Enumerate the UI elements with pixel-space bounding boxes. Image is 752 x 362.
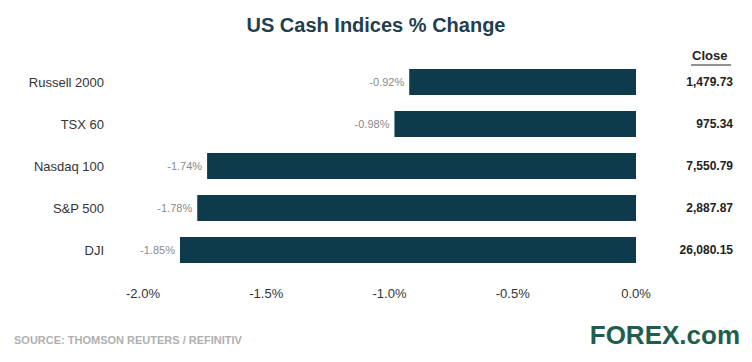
svg-text:0.0%: 0.0% [621,286,651,301]
svg-text:-1.74%: -1.74% [167,160,202,172]
svg-text:S&P 500: S&P 500 [53,201,104,216]
svg-text:26,080.15: 26,080.15 [680,243,734,257]
svg-text:-1.78%: -1.78% [157,202,192,214]
svg-text:-2.0%: -2.0% [126,286,160,301]
svg-text:FOREX.com: FOREX.com [590,320,740,350]
svg-text:-0.98%: -0.98% [355,118,390,130]
svg-text:-1.0%: -1.0% [373,286,407,301]
svg-text:-1.85%: -1.85% [140,244,175,256]
svg-text:-0.5%: -0.5% [496,286,530,301]
svg-text:2,887.87: 2,887.87 [686,201,733,215]
svg-text:975.34: 975.34 [696,117,733,131]
svg-text:Close: Close [692,48,727,63]
svg-text:US Cash Indices % Change: US Cash Indices % Change [247,14,506,36]
svg-text:7,550.79: 7,550.79 [686,159,733,173]
svg-text:-1.5%: -1.5% [249,286,283,301]
svg-text:-0.92%: -0.92% [369,76,404,88]
svg-text:Russell 2000: Russell 2000 [29,75,104,90]
svg-text:DJI: DJI [85,243,105,258]
svg-text:1,479.73: 1,479.73 [686,75,733,89]
svg-text:TSX 60: TSX 60 [61,117,104,132]
svg-text:SOURCE: THOMSON REUTERS / REFI: SOURCE: THOMSON REUTERS / REFINITIV [14,334,243,346]
svg-text:Nasdaq 100: Nasdaq 100 [34,159,104,174]
